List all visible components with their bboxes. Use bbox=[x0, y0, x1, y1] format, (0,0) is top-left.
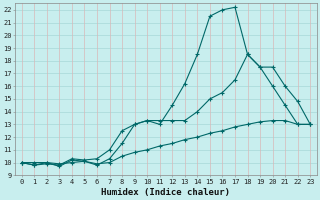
X-axis label: Humidex (Indice chaleur): Humidex (Indice chaleur) bbox=[101, 188, 230, 197]
